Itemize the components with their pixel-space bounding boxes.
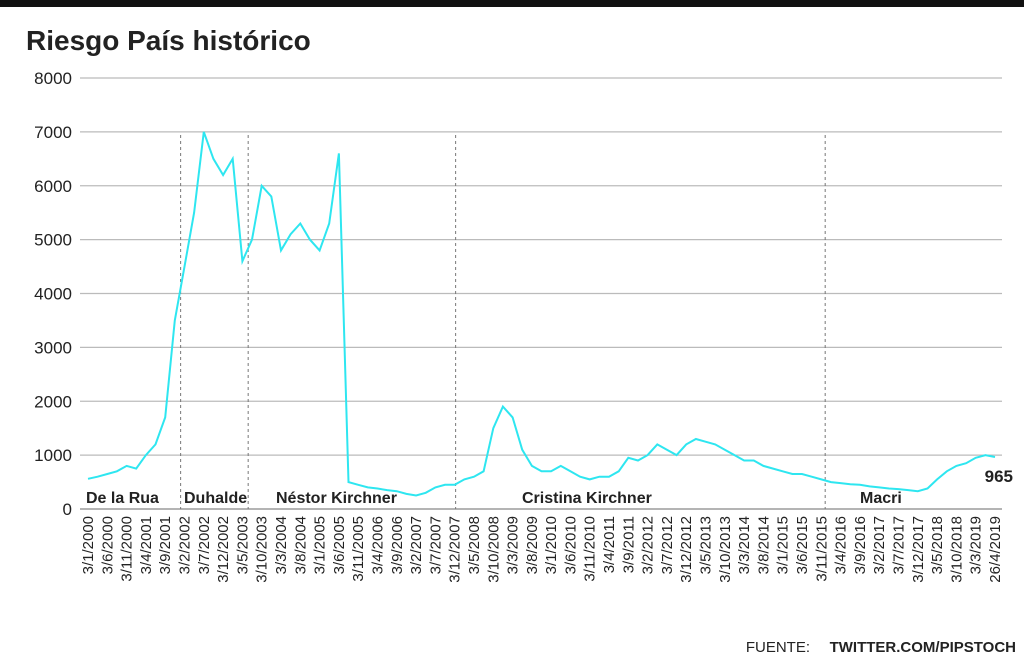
x-tick-label: 3/5/2003 (234, 516, 251, 574)
x-tick-label: 3/4/2011 (601, 516, 618, 573)
end-label: 965 (985, 467, 1013, 486)
x-tick-label: 3/12/2007 (447, 516, 464, 583)
x-tick-label: 3/1/2010 (543, 516, 560, 574)
x-tick-label: 3/9/2001 (157, 516, 174, 574)
y-tick-label: 0 (63, 500, 72, 519)
x-tick-label: 3/4/2016 (833, 516, 850, 574)
x-tick-label: 3/7/2012 (659, 516, 676, 574)
x-tick-label: 3/12/2017 (910, 516, 927, 583)
x-tick-label: 3/12/2012 (678, 516, 695, 583)
x-tick-label: 3/2/2007 (408, 516, 425, 574)
x-tick-label: 3/9/2016 (852, 516, 869, 574)
x-tick-label: 3/2/2002 (176, 516, 193, 574)
x-tick-label: 3/1/2000 (80, 516, 97, 574)
y-tick-label: 7000 (34, 123, 72, 142)
annotation: Duhalde (184, 490, 247, 507)
x-tick-label: 3/1/2015 (775, 516, 792, 574)
x-tick-label: 3/6/2015 (794, 516, 811, 574)
y-tick-label: 2000 (34, 392, 72, 411)
x-tick-label: 3/1/2005 (312, 516, 329, 574)
annotation: Macri (860, 490, 902, 507)
x-tick-label: 3/10/2018 (948, 516, 965, 583)
y-tick-label: 6000 (34, 177, 72, 196)
x-tick-label: 3/11/2000 (119, 516, 136, 582)
x-tick-label: 3/7/2002 (196, 516, 213, 574)
y-tick-label: 4000 (34, 285, 72, 304)
x-tick-label: 3/5/2008 (466, 516, 483, 574)
x-tick-label: 3/8/2009 (524, 516, 541, 574)
x-tick-label: 3/4/2006 (369, 516, 386, 574)
x-tick-label: 3/3/2014 (736, 516, 753, 574)
x-tick-label: 3/6/2005 (331, 516, 348, 574)
source-label: FUENTE: (746, 639, 810, 656)
x-tick-label: 3/5/2013 (698, 516, 715, 574)
y-tick-label: 8000 (34, 69, 72, 88)
x-tick-label: 3/3/2009 (505, 516, 522, 574)
x-tick-label: 3/10/2013 (717, 516, 734, 583)
annotation: Néstor Kirchner (276, 490, 397, 507)
x-tick-label: 3/10/2003 (254, 516, 271, 583)
x-tick-label: 3/9/2006 (389, 516, 406, 574)
x-tick-label: 26/4/2019 (987, 516, 1004, 583)
y-tick-label: 1000 (34, 446, 72, 465)
x-tick-label: 3/2/2012 (640, 516, 657, 574)
line (87, 131, 996, 497)
chart-title: Riesgo País histórico (26, 25, 311, 56)
x-tick-label: 3/12/2002 (215, 516, 232, 583)
x-tick-label: 3/7/2017 (891, 516, 908, 574)
top-bar (0, 0, 1024, 7)
x-tick-label: 3/11/2015 (813, 516, 830, 582)
x-tick-label: 3/5/2018 (929, 516, 946, 574)
x-tick-label: 3/7/2007 (427, 516, 444, 574)
x-tick-label: 3/3/2004 (273, 516, 290, 574)
x-tick-label: 3/6/2010 (562, 516, 579, 574)
x-tick-label: 3/11/2010 (582, 516, 599, 582)
y-tick-label: 3000 (34, 338, 72, 357)
x-tick-label: 3/8/2014 (755, 516, 772, 574)
y-tick-label: 5000 (34, 231, 72, 250)
x-tick-label: 3/11/2005 (350, 516, 367, 582)
x-tick-label: 3/4/2001 (138, 516, 155, 574)
source: TWITTER.COM/PIPSTOCH (830, 639, 1016, 656)
x-tick-label: 3/2/2017 (871, 516, 888, 574)
x-tick-label: 3/8/2004 (292, 516, 309, 574)
x-tick-label: 3/9/2011 (620, 516, 637, 573)
annotation: De la Rua (86, 490, 159, 507)
annotation: Cristina Kirchner (522, 490, 652, 507)
x-tick-label: 3/3/2019 (968, 516, 985, 574)
x-tick-label: 3/10/2008 (485, 516, 502, 583)
x-tick-label: 3/6/2000 (99, 516, 116, 574)
